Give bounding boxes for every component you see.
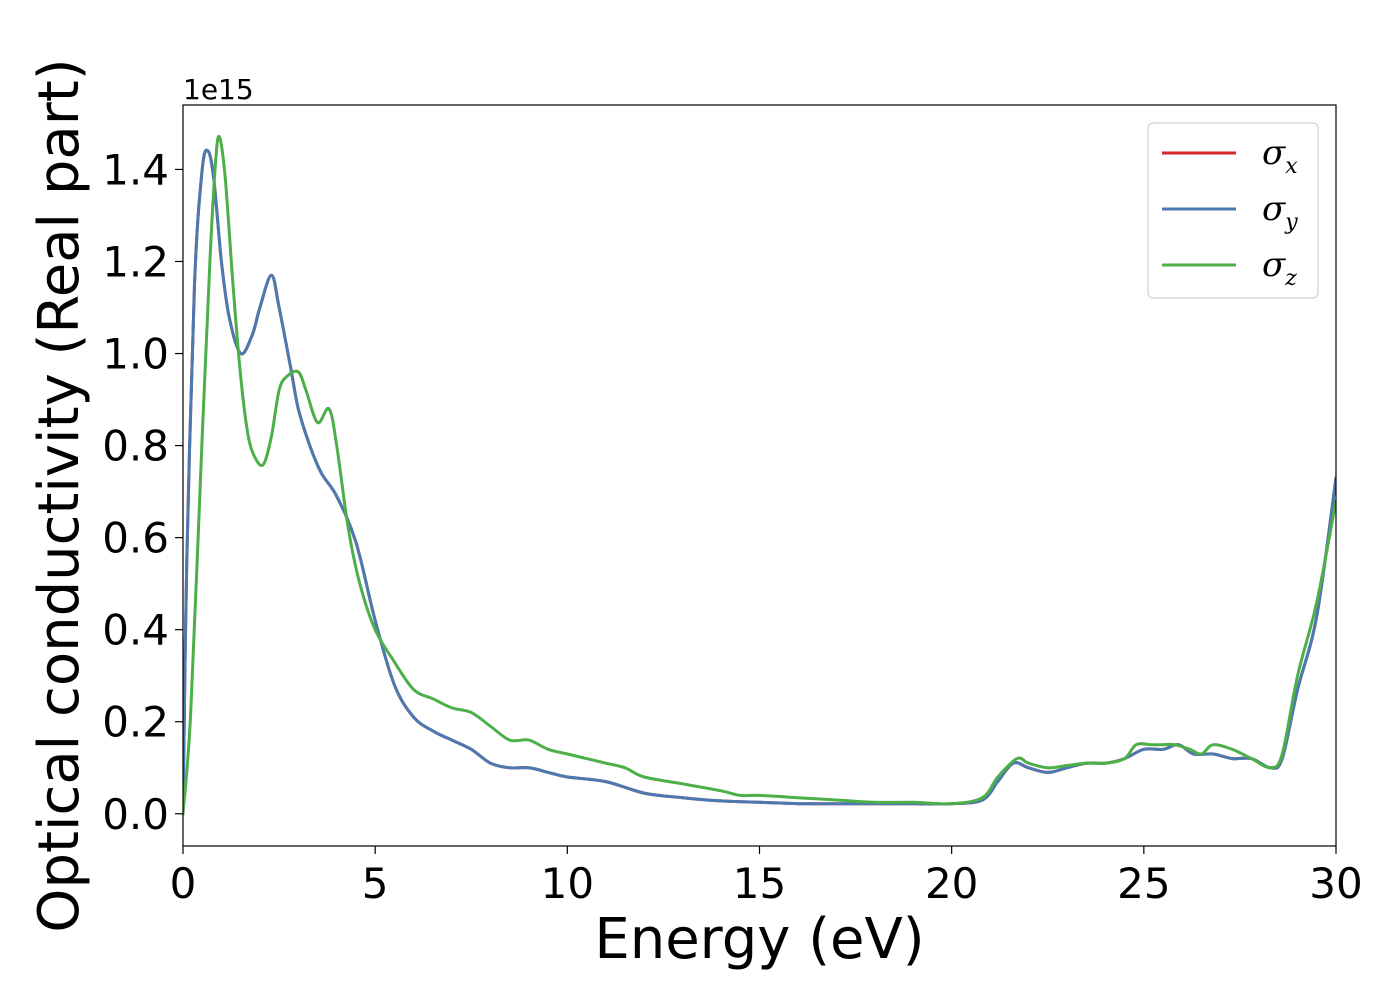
y-tick-label: 1.0	[102, 330, 169, 379]
y-tick-label: 0.0	[102, 790, 169, 839]
x-tick-label: 5	[362, 859, 389, 908]
x-tick-label: 0	[170, 859, 197, 908]
y-tick-label: 0.6	[102, 514, 169, 563]
legend-symbol: σ	[1262, 133, 1286, 173]
x-tick-label: 25	[1117, 859, 1170, 908]
x-tick-label: 10	[541, 859, 594, 908]
y-tick-label: 1.2	[102, 237, 169, 286]
y-axis-ticks: 0.0 0.2 0.4 0.6 0.8 1.0 1.2 1.4	[102, 145, 183, 839]
legend-label-y: σy	[1262, 189, 1298, 235]
y-tick-label: 0.2	[102, 698, 169, 747]
x-tick-label: 30	[1309, 859, 1362, 908]
legend-symbol: σ	[1262, 189, 1286, 229]
series-layer	[183, 134, 1336, 816]
series-line-z	[183, 134, 1336, 816]
y-tick-label: 0.4	[102, 606, 169, 655]
series-line-y	[183, 148, 1336, 816]
x-axis-title: Energy (eV)	[594, 907, 924, 972]
legend-label-x: σx	[1262, 133, 1298, 179]
legend-symbol: σ	[1262, 245, 1286, 285]
y-axis-title: Optical conductivity (Real part)	[27, 58, 92, 932]
x-tick-label: 15	[733, 859, 786, 908]
legend-label-z: σz	[1262, 245, 1297, 291]
x-tick-label: 20	[925, 859, 978, 908]
y-tick-label: 0.8	[102, 422, 169, 471]
legend-subscript: x	[1285, 154, 1298, 179]
legend-subscript: z	[1284, 266, 1297, 291]
x-axis-ticks: 0 5 10 15 20 25 30	[170, 846, 1363, 908]
y-axis-offset-text: 1e15	[183, 73, 254, 106]
y-tick-label: 1.4	[102, 145, 169, 194]
legend-subscript: y	[1284, 210, 1298, 235]
